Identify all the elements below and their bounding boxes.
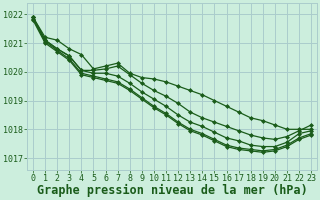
X-axis label: Graphe pression niveau de la mer (hPa): Graphe pression niveau de la mer (hPa) <box>37 184 308 197</box>
